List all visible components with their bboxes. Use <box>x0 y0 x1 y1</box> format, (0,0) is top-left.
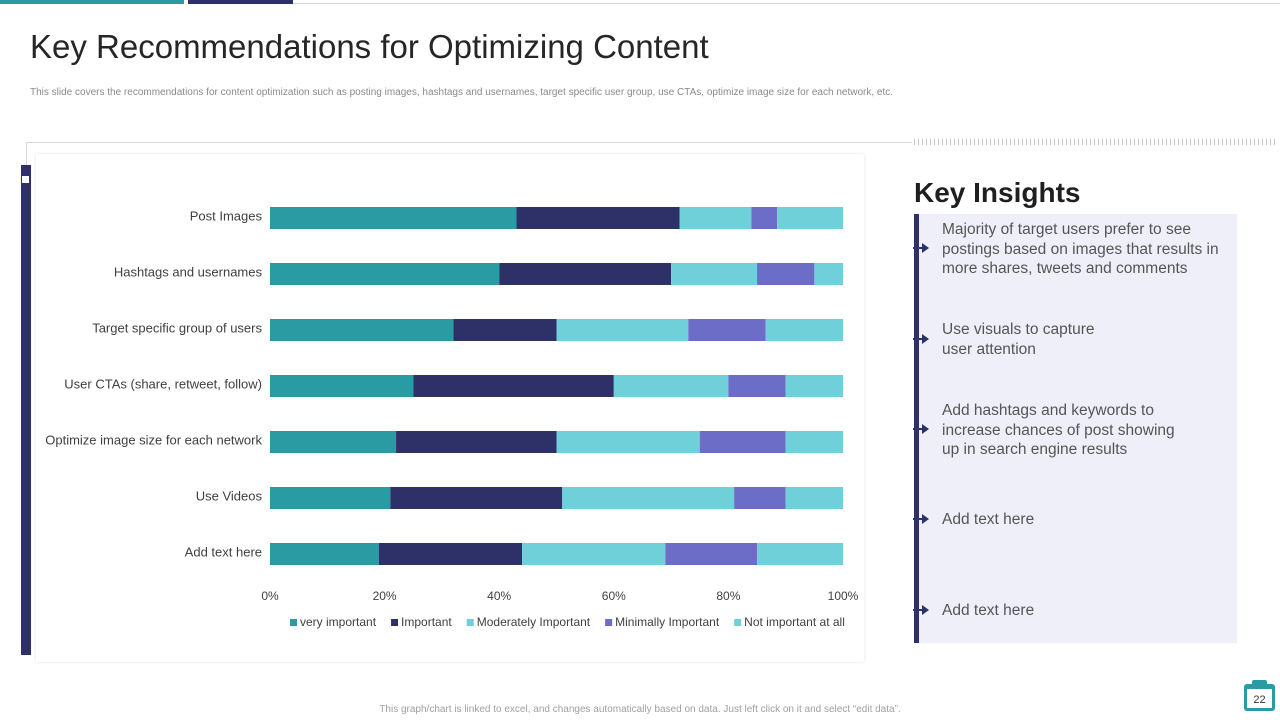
bar-segment-3-series-4[interactable] <box>688 319 766 341</box>
slide-subtitle: This slide covers the recommendations fo… <box>30 87 894 98</box>
bar-segment-6-series-3[interactable] <box>562 487 735 509</box>
stacked-bar-chart[interactable]: Post Images Hashtags and usernames Target … <box>36 154 864 662</box>
insight-3: Add hashtags and keywords to increase ch… <box>942 402 1175 458</box>
legend-swatch <box>734 619 742 626</box>
legend-label: Minimally Important <box>615 615 720 629</box>
insight-4: Add text here <box>942 511 1035 528</box>
bar-segment-1-series-2[interactable] <box>516 207 680 229</box>
insight-5: Add text here <box>942 602 1035 619</box>
top-accent-bar-navy <box>188 0 293 4</box>
footer-note: This graph/chart is linked to excel, and… <box>379 704 901 715</box>
bar-segment-7-series-2[interactable] <box>378 543 523 565</box>
x-tick-label: 80% <box>716 589 740 603</box>
left-accent-bar <box>21 165 31 655</box>
bar-segment-3-series-3[interactable] <box>556 319 689 341</box>
bar-segment-5-series-1[interactable] <box>270 431 397 453</box>
section-divider-corner <box>26 142 27 167</box>
bar-segment-4-series-3[interactable] <box>613 375 729 397</box>
legend-label: Important <box>401 615 452 629</box>
bar-segment-1-series-1[interactable] <box>270 207 517 229</box>
arrow-marker-icon <box>913 243 929 253</box>
bar-segment-6-series-5[interactable] <box>785 487 843 509</box>
bar-segment-5-series-4[interactable] <box>699 431 786 453</box>
legend-swatch <box>466 619 474 626</box>
arrow-marker-icon <box>913 514 929 524</box>
arrow-marker-icon <box>913 605 929 615</box>
chart-panel[interactable]: Post Images Hashtags and usernames Target … <box>36 154 864 662</box>
hatch-decoration <box>914 139 1278 145</box>
legend-swatch <box>605 619 613 626</box>
bar-segment-4-series-5[interactable] <box>785 375 843 397</box>
category-label: Post Images <box>190 208 263 223</box>
left-accent-notch <box>22 176 29 183</box>
x-tick-label: 0% <box>261 589 279 603</box>
bar-segment-5-series-5[interactable] <box>785 431 843 453</box>
bar-segment-7-series-5[interactable] <box>757 543 843 565</box>
category-label: Optimize image size for each network <box>45 432 262 447</box>
insight-2: Use visuals to capture user attention <box>942 321 1095 358</box>
bar-segment-7-series-1[interactable] <box>270 543 379 565</box>
bar-segment-2-series-5[interactable] <box>814 263 843 285</box>
bar-segment-1-series-4[interactable] <box>751 207 778 229</box>
bar-segment-6-series-1[interactable] <box>270 487 391 509</box>
x-tick-label: 60% <box>602 589 626 603</box>
bar-segment-3-series-5[interactable] <box>765 319 843 341</box>
bar-segment-1-series-3[interactable] <box>679 207 752 229</box>
legend-label: Moderately Important <box>477 615 591 629</box>
bar-segment-3-series-2[interactable] <box>453 319 557 341</box>
legend-label: Not important at all <box>744 615 845 629</box>
category-label: Hashtags and usernames <box>114 264 263 279</box>
legend-swatch <box>391 619 399 626</box>
bar-segment-2-series-4[interactable] <box>757 263 815 285</box>
category-label: Use Videos <box>196 488 263 503</box>
legend-swatch <box>290 619 297 626</box>
category-label: User CTAs (share, retweet, follow) <box>64 376 262 391</box>
bar-segment-2-series-3[interactable] <box>671 263 758 285</box>
category-label: Add text here <box>185 544 262 559</box>
section-divider <box>26 142 912 143</box>
slide-title: Key Recommendations for Optimizing Conte… <box>30 28 709 65</box>
arrow-marker-icon <box>913 424 929 434</box>
bar-segment-7-series-3[interactable] <box>522 543 666 565</box>
x-tick-label: 20% <box>373 589 397 603</box>
bar-segment-1-series-5[interactable] <box>777 207 843 229</box>
bar-segment-6-series-4[interactable] <box>734 487 786 509</box>
bar-segment-4-series-2[interactable] <box>413 375 614 397</box>
legend-label: very important <box>300 615 377 629</box>
x-tick-label: 100% <box>828 589 859 603</box>
bar-segment-5-series-2[interactable] <box>396 431 557 453</box>
bar-segment-4-series-4[interactable] <box>728 375 786 397</box>
top-accent-bar-teal <box>0 0 184 4</box>
insight-1: Majority of target users prefer to see p… <box>942 221 1219 277</box>
bar-segment-2-series-2[interactable] <box>499 263 672 285</box>
bar-segment-5-series-3[interactable] <box>556 431 700 453</box>
insights-panel <box>918 214 1237 643</box>
x-tick-label: 40% <box>487 589 511 603</box>
page-number: 22 <box>1253 694 1265 706</box>
insights-title: Key Insights <box>914 177 1081 208</box>
category-label: Target specific group of users <box>92 320 262 335</box>
bar-segment-7-series-4[interactable] <box>665 543 758 565</box>
arrow-marker-icon <box>913 334 929 344</box>
bar-segment-4-series-1[interactable] <box>270 375 414 397</box>
top-divider <box>293 3 1280 4</box>
page-number-badge: 22 <box>1244 680 1275 711</box>
bar-segment-6-series-2[interactable] <box>390 487 563 509</box>
bar-segment-3-series-1[interactable] <box>270 319 454 341</box>
bar-segment-2-series-1[interactable] <box>270 263 500 285</box>
